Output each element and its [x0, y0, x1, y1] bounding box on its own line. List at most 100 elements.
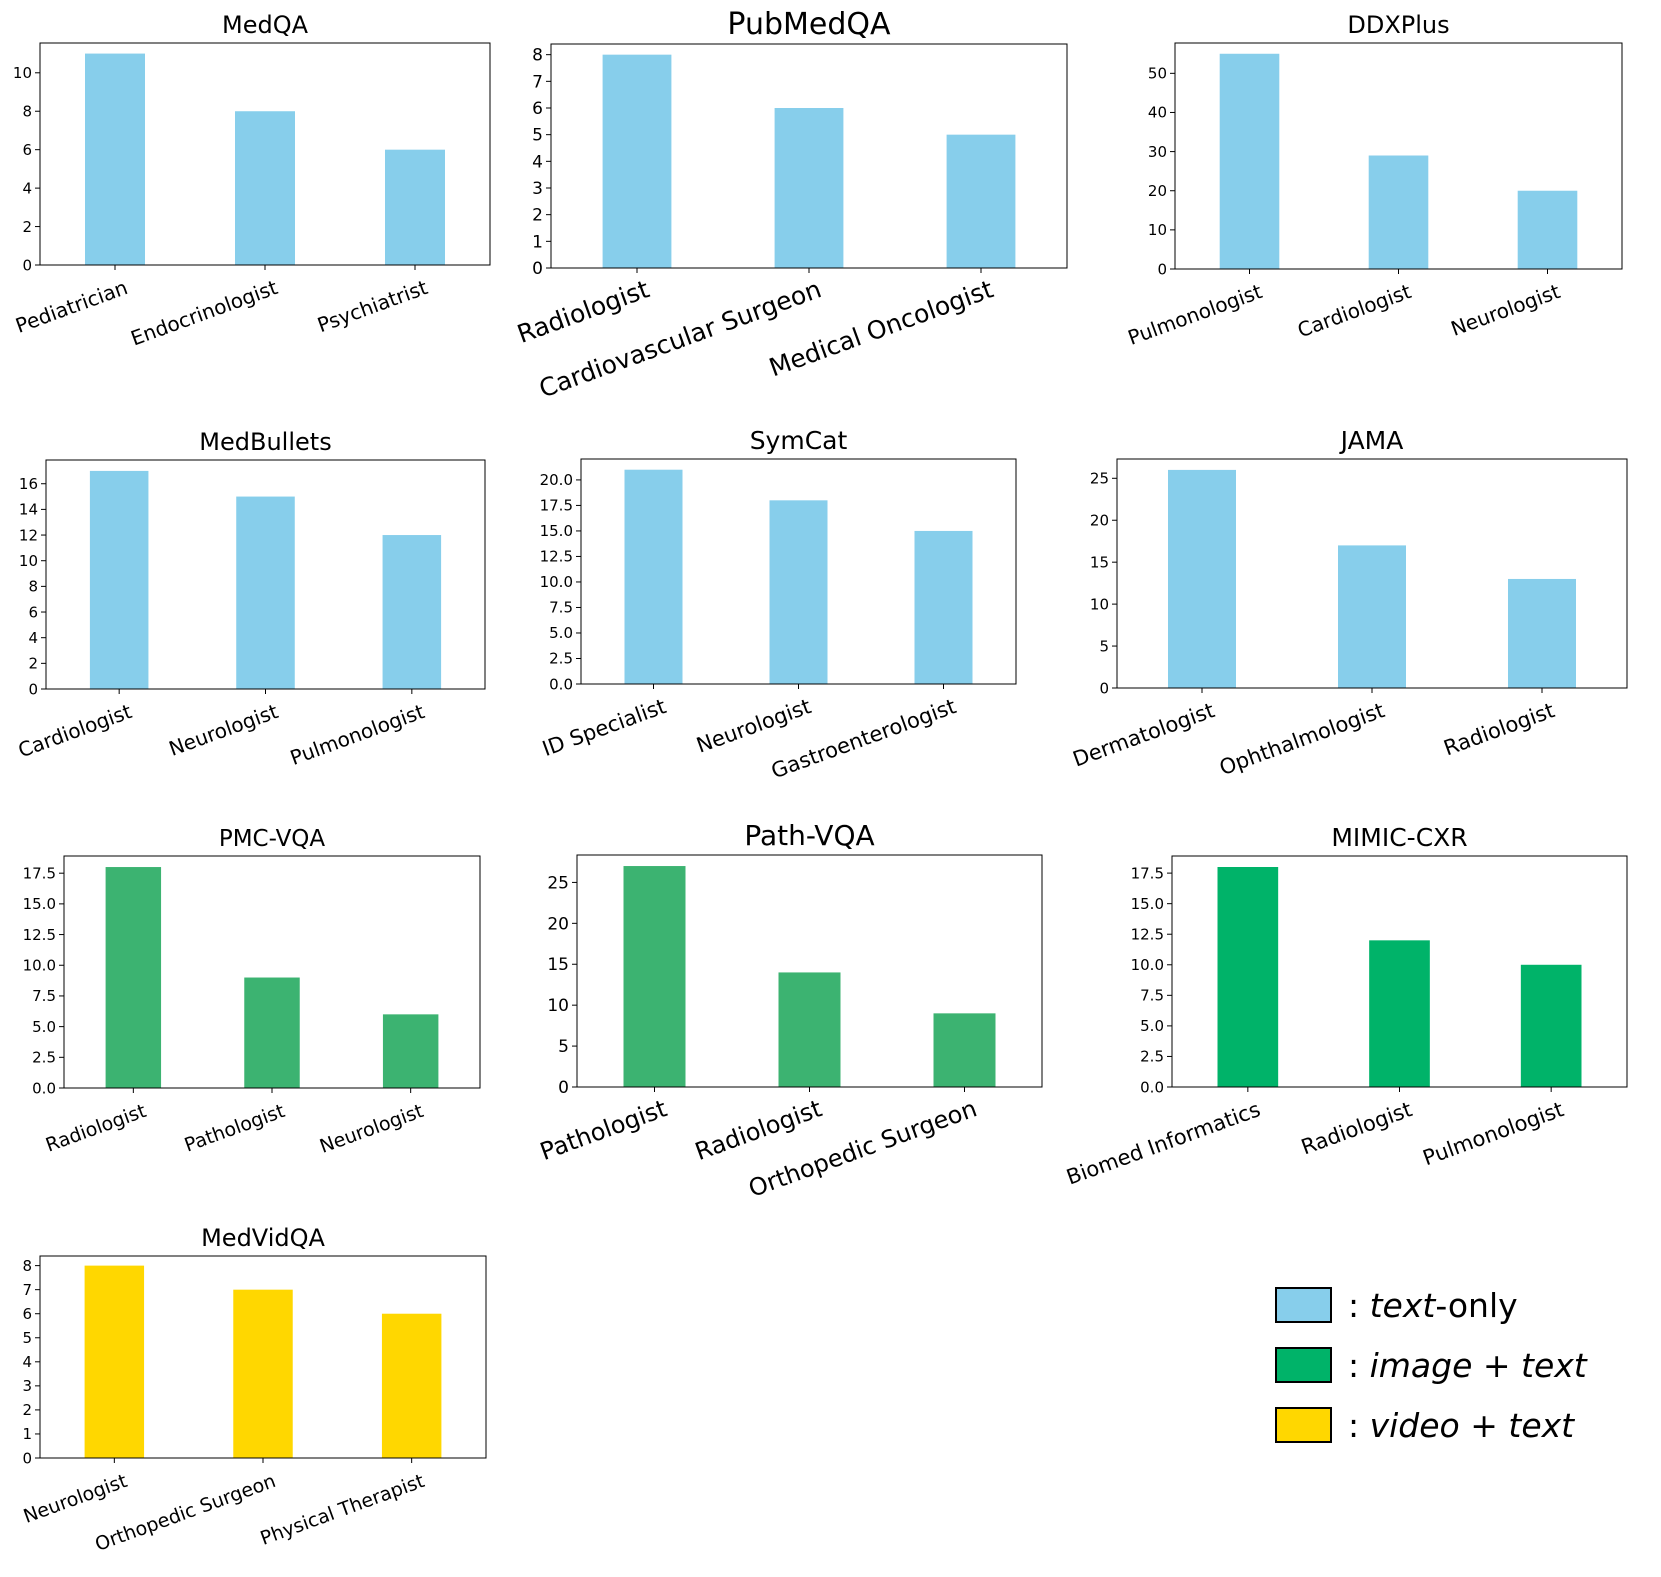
legend-swatch-image-text	[1275, 1347, 1332, 1383]
bar	[774, 108, 844, 268]
y-tick-label: 4	[22, 1353, 32, 1371]
y-tick-label: 20	[1090, 511, 1109, 529]
y-tick-label: 5	[532, 126, 543, 146]
chart-title: MedQA	[222, 11, 309, 39]
x-tick-label: Radiologist	[1440, 698, 1557, 760]
legend-label-video-text: : video + text	[1348, 1405, 1575, 1445]
legend-item-text-only: : text-only	[1275, 1285, 1518, 1325]
y-tick-label: 15	[547, 955, 569, 975]
y-tick-label: 0	[22, 256, 32, 274]
plot-frame	[1171, 855, 1628, 1088]
y-tick-label: 5	[1099, 637, 1109, 655]
y-tick-label: 10	[19, 552, 38, 570]
x-tick-label: Psychiatrist	[314, 275, 431, 337]
x-tick-label: Radiologist	[1298, 1097, 1415, 1159]
y-tick-label: 14	[19, 501, 38, 519]
y-tick-label: 8	[22, 102, 32, 120]
y-tick-label: 5	[558, 1037, 569, 1057]
y-tick-label: 2	[28, 655, 38, 673]
y-tick-label: 5.0	[32, 1018, 56, 1036]
x-tick-label: Neurologist	[166, 699, 282, 761]
x-tick-label: Pulmonologist	[1420, 1097, 1567, 1170]
plot-frame	[580, 458, 1017, 685]
y-tick-label: 8	[532, 46, 543, 66]
x-tick-label: Cardiovascular Surgeon	[535, 274, 825, 403]
bar	[381, 1313, 442, 1458]
x-tick-label: Radiologist	[43, 1100, 149, 1157]
y-tick-label: 2.5	[1140, 1048, 1164, 1066]
x-tick-label: Endocrinologist	[128, 275, 281, 350]
bar	[623, 866, 686, 1087]
bar	[933, 1013, 996, 1087]
x-tick-label: Dermatologist	[1070, 698, 1218, 771]
y-tick-label: 2	[532, 206, 543, 226]
plot-frame	[45, 459, 486, 690]
bar	[946, 134, 1016, 268]
bar	[769, 500, 828, 684]
chart-2: DDXPlus Pulmonologist Cardiologist Neurolog…	[1125, 11, 1623, 350]
chart-title: MedVidQA	[201, 1224, 325, 1252]
y-tick-label: 3	[532, 179, 543, 199]
plot-frame	[63, 855, 481, 1089]
bar	[235, 111, 295, 265]
bar	[382, 1014, 439, 1088]
bar	[89, 470, 149, 689]
plot-frame	[1174, 42, 1623, 270]
y-tick-label: 12.5	[540, 548, 573, 566]
y-tick-label: 0	[28, 680, 38, 698]
bar	[1217, 867, 1279, 1087]
bar	[1168, 469, 1236, 688]
chart-3: MedBullets Cardiologist Neurologist Pulmono…	[15, 428, 486, 770]
y-tick-label: 5.0	[549, 624, 573, 642]
legend-label-image-text: : image + text	[1348, 1345, 1587, 1385]
y-tick-label: 15	[1090, 553, 1109, 571]
x-tick-label: Pediatrician	[12, 275, 130, 338]
y-tick-label: 12	[19, 526, 38, 544]
bar	[85, 53, 145, 266]
y-tick-label: 8	[28, 578, 38, 596]
y-tick-label: 15.0	[540, 522, 573, 540]
x-tick-label: Cardiologist	[15, 699, 135, 762]
x-tick-label: Cardiologist	[1294, 279, 1414, 342]
y-tick-label: 6	[532, 99, 543, 119]
legend-swatch-video-text	[1275, 1407, 1332, 1443]
bar	[1369, 940, 1430, 1087]
y-tick-label: 16	[19, 475, 38, 493]
bar	[385, 149, 445, 265]
y-tick-label: 0	[558, 1078, 569, 1098]
y-tick-label: 20	[547, 914, 569, 934]
x-tick-label: Neurologist	[21, 1470, 131, 1528]
bar	[84, 1265, 145, 1458]
y-tick-label: 7	[22, 1281, 32, 1299]
y-tick-label: 2.5	[32, 1049, 56, 1067]
bar	[105, 867, 162, 1088]
chart-title: PubMedQA	[727, 7, 891, 42]
y-tick-label: 25	[1090, 470, 1109, 488]
y-tick-label: 50	[1148, 65, 1167, 83]
y-tick-label: 25	[547, 873, 569, 893]
plot-frame	[550, 43, 1068, 269]
y-tick-label: 17.5	[1131, 864, 1164, 882]
bar	[778, 972, 841, 1087]
bar	[244, 977, 300, 1088]
bar	[382, 535, 442, 689]
y-tick-label: 2.5	[549, 650, 573, 668]
bar	[1508, 578, 1576, 688]
y-tick-label: 6	[22, 141, 32, 159]
bar	[236, 496, 295, 689]
bar	[602, 54, 672, 268]
chart-title: Path-VQA	[744, 819, 874, 852]
y-tick-label: 5	[22, 1329, 32, 1347]
y-tick-label: 4	[28, 629, 38, 647]
y-tick-label: 17.5	[540, 497, 573, 515]
bar	[1219, 53, 1280, 270]
y-tick-label: 6	[22, 1305, 32, 1323]
y-tick-label: 10	[13, 64, 32, 82]
chart-title: MedBullets	[199, 428, 331, 456]
y-tick-label: 15.0	[23, 895, 56, 913]
y-tick-label: 7	[532, 72, 543, 92]
y-tick-label: 1	[22, 1425, 32, 1443]
